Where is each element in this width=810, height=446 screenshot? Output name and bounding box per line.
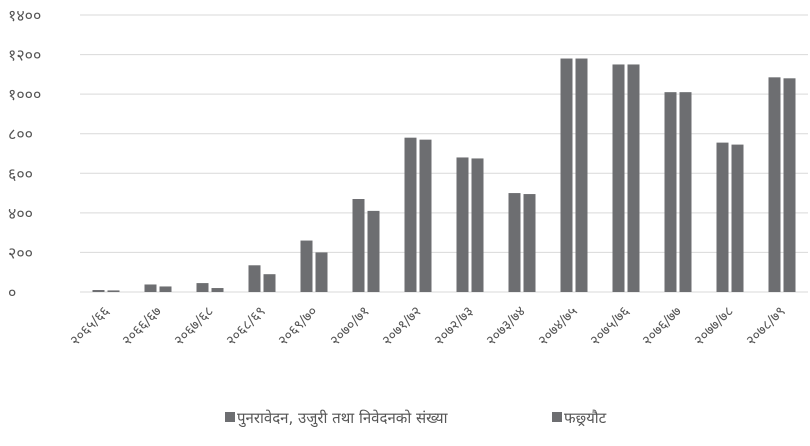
bar-s1-9 <box>575 58 588 293</box>
bar-s1-2 <box>211 288 224 292</box>
x-tick-label-6: २०७१/७२ <box>379 304 425 350</box>
x-tick-label-2: २०६७/६८ <box>171 304 217 350</box>
y-tick-label-1: २०० <box>8 243 33 262</box>
bar-s0-12 <box>716 142 729 292</box>
x-tick-label-8: २०७३/७४ <box>483 304 529 350</box>
bar-s1-4 <box>315 252 328 292</box>
x-tick-label-4: २०६९/७० <box>275 304 321 350</box>
y-tick-label-5: १००० <box>8 85 41 104</box>
bar-s1-0 <box>107 290 120 292</box>
x-tick-label-1: २०६६/६७ <box>119 304 165 350</box>
bar-s0-6 <box>404 137 417 292</box>
x-tick-label-10: २०७५/७६ <box>587 304 633 350</box>
legend-swatch-1 <box>552 412 562 422</box>
bar-s0-7 <box>456 157 469 292</box>
bar-s0-5 <box>352 199 365 292</box>
bar-s1-5 <box>367 210 380 292</box>
y-tick-label-3: ६०० <box>8 164 33 183</box>
x-tick-label-0: २०६५/६६ <box>67 304 113 350</box>
bar-s1-3 <box>263 274 276 292</box>
bar-s1-10 <box>627 64 640 292</box>
y-tick-label-6: १२०० <box>8 46 41 65</box>
bar-s0-13 <box>768 77 781 292</box>
bar-s1-1 <box>159 286 172 292</box>
bar-s0-11 <box>664 92 677 293</box>
bar-s0-8 <box>508 193 521 292</box>
bar-s0-1 <box>144 284 157 292</box>
y-tick-label-4: ८०० <box>8 125 33 144</box>
y-tick-label-2: ४०० <box>8 204 33 223</box>
bar-s1-8 <box>523 194 536 292</box>
bar-s0-9 <box>560 58 573 293</box>
bar-s1-11 <box>679 92 692 293</box>
x-tick-label-7: २०७२/७३ <box>431 304 477 350</box>
x-tick-label-3: २०६८/६९ <box>223 304 269 350</box>
legend-label-1: फछ्र्यौट <box>564 409 607 427</box>
legend-swatch-0 <box>225 412 235 422</box>
bar-s0-0 <box>92 290 105 292</box>
x-tick-label-5: २०७०/७१ <box>327 304 373 350</box>
bar-s1-7 <box>471 158 484 292</box>
bar-s0-2 <box>196 283 209 292</box>
x-tick-label-9: २०७४/७५ <box>535 304 581 350</box>
bar-s1-12 <box>731 144 744 292</box>
bar-s1-6 <box>419 139 432 292</box>
x-tick-label-11: २०७६/७७ <box>639 304 685 350</box>
y-tick-label-7: १४०० <box>8 6 41 25</box>
bar-s0-4 <box>300 240 313 292</box>
x-tick-label-13: २०७८/७९ <box>743 304 789 350</box>
y-tick-label-0: ० <box>8 283 16 302</box>
legend-label-0: पुनरावेदन, उजुरी तथा निवेदनको संख्या <box>237 409 449 428</box>
x-tick-label-12: २०७७/७८ <box>691 304 737 350</box>
bar-s0-10 <box>612 64 625 292</box>
bar-s1-13 <box>783 78 796 292</box>
bar-s0-3 <box>248 265 261 292</box>
